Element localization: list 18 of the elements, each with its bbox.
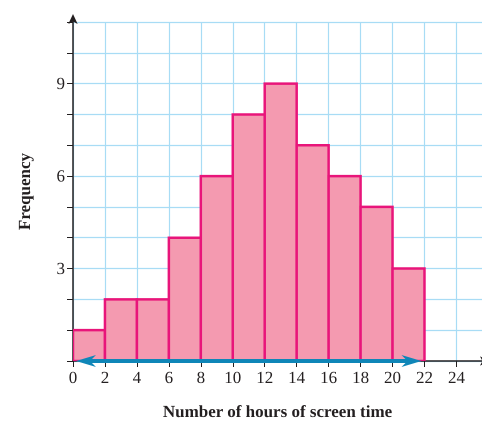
x-tick-label: 2 (100, 368, 110, 387)
x-tick-label: 4 (132, 368, 142, 387)
y-tick-label: 3 (56, 259, 65, 278)
y-tick-label: 9 (56, 74, 65, 94)
x-tick-label: 22 (416, 368, 433, 387)
x-axis-title: Number of hours of screen time (162, 402, 393, 421)
x-tick-label: 24 (448, 368, 466, 387)
y-tick-label: 6 (56, 166, 65, 186)
x-tick-label: 14 (288, 368, 306, 387)
x-tick-label: 18 (352, 368, 370, 387)
x-tick-label: 16 (320, 368, 338, 387)
x-tick-label: 6 (164, 368, 174, 387)
x-tick-label: 10 (224, 368, 242, 387)
x-tick-label: 20 (384, 368, 402, 387)
y-axis-title: Frequency (15, 152, 34, 230)
x-tick-label: 0 (68, 368, 78, 387)
x-tick-label: 8 (196, 368, 206, 387)
x-tick-label: 12 (256, 368, 274, 387)
